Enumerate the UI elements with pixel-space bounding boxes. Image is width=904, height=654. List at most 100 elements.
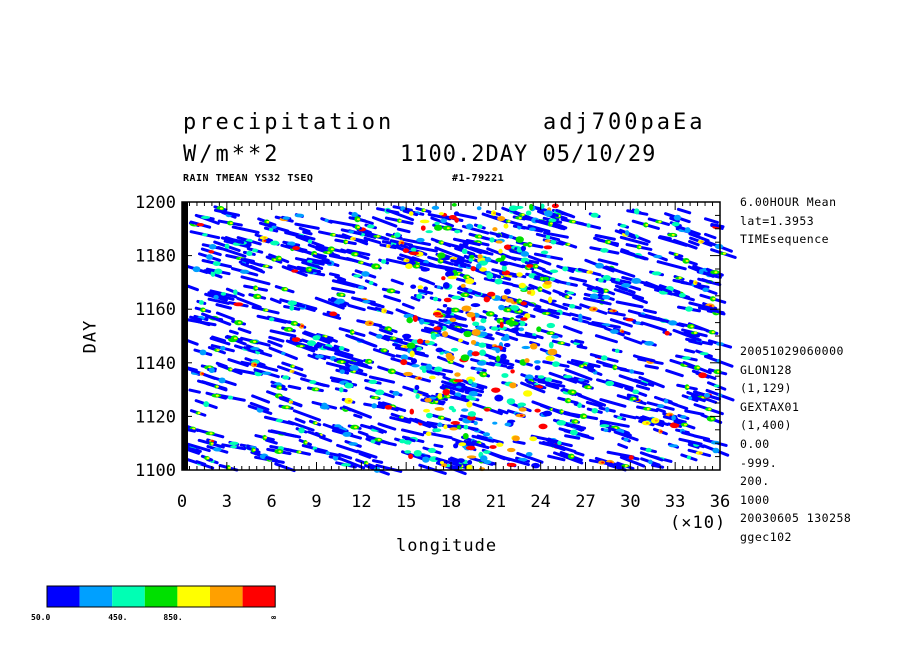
rain-streak <box>620 248 630 254</box>
rain-streak <box>433 443 444 448</box>
rain-streak <box>356 319 383 328</box>
rain-streak <box>473 223 486 230</box>
rain-streak <box>674 291 690 299</box>
rain-cell <box>439 461 445 465</box>
rain-cell <box>434 221 440 226</box>
rain-cell <box>518 282 526 289</box>
rain-streak <box>419 262 449 271</box>
legend-swatch <box>144 586 178 607</box>
rain-streak <box>374 306 394 315</box>
axis-tick-labels: 0 3 6 9 12 15 18 21 24 27 30 33 36110011201140116011… <box>135 193 730 512</box>
rain-streak <box>344 440 362 448</box>
rain-streak <box>576 344 588 350</box>
rain-streak <box>613 430 639 442</box>
rain-cell <box>517 402 527 407</box>
rain-streak <box>435 457 462 468</box>
rain-cell <box>424 340 430 344</box>
rain-streak <box>307 353 319 360</box>
rain-cell <box>445 352 453 359</box>
rain-cell <box>520 251 530 257</box>
rain-cell <box>458 442 467 447</box>
rain-cell <box>540 250 549 255</box>
rain-streak <box>454 246 476 256</box>
rain-streak <box>295 235 325 248</box>
rain-streak <box>187 446 202 453</box>
rain-streak <box>545 438 573 448</box>
rain-streak <box>617 223 630 229</box>
rain-streak <box>672 238 698 250</box>
rain-streak <box>558 280 578 287</box>
rain-streak <box>512 439 526 445</box>
rain-streak <box>363 358 375 364</box>
rain-streak <box>200 247 222 257</box>
rain-cell <box>409 408 415 415</box>
rain-cell <box>529 436 538 442</box>
rain-streak <box>279 396 303 408</box>
x-tick-label: 30 <box>620 492 640 512</box>
rain-streak <box>615 300 644 309</box>
rain-streak <box>515 240 544 249</box>
rain-streak <box>450 259 471 268</box>
rain-streak <box>294 417 306 424</box>
rain-streak <box>347 424 362 430</box>
rain-cell <box>525 210 532 216</box>
rain-streak <box>269 240 280 246</box>
rain-cell <box>524 358 530 363</box>
rain-cell <box>416 346 422 351</box>
rain-streak <box>557 396 579 405</box>
rain-cell <box>478 342 487 348</box>
rain-streak <box>483 353 505 363</box>
rain-streak <box>641 340 657 347</box>
rain-streak <box>624 386 648 397</box>
rain-streak <box>378 258 390 265</box>
rain-streak <box>562 387 582 397</box>
rain-streak <box>551 339 571 347</box>
x-tick-label: 9 <box>311 492 321 512</box>
rain-streak <box>589 353 619 363</box>
rain-streak <box>682 361 712 375</box>
rain-streak <box>425 369 440 376</box>
rain-streak <box>688 301 718 311</box>
rain-streak <box>410 296 421 302</box>
rain-streak <box>418 277 436 286</box>
rain-streak <box>456 257 472 264</box>
rain-cell <box>495 257 505 263</box>
rain-cell <box>509 382 517 389</box>
rain-streak <box>195 428 225 439</box>
rain-cell <box>438 212 444 216</box>
side-info-line: ggec102 <box>740 530 792 544</box>
rain-streak <box>533 252 564 261</box>
rain-streak <box>681 431 695 437</box>
rain-streak <box>470 366 487 372</box>
rain-streak <box>258 221 290 233</box>
rain-streak <box>430 237 452 248</box>
rain-cell <box>458 338 464 343</box>
rain-cell <box>527 290 532 295</box>
rain-streak <box>209 289 238 299</box>
rain-streak <box>389 239 414 247</box>
side-info-line: (1,129) <box>740 381 792 396</box>
rain-cell <box>542 276 550 281</box>
rain-streak <box>613 414 627 421</box>
rain-cell <box>442 318 448 322</box>
x-tick-label: 24 <box>530 492 550 512</box>
rain-streak <box>558 240 578 249</box>
rain-streak <box>552 418 570 427</box>
rain-streak <box>334 238 357 246</box>
rain-streak <box>336 443 359 454</box>
rain-streak <box>370 424 387 434</box>
rain-streak <box>340 228 362 236</box>
rain-streak <box>240 275 271 286</box>
rain-streak <box>621 275 652 286</box>
rain-streak <box>556 264 575 273</box>
rain-streak <box>195 460 207 466</box>
rain-cell <box>551 335 559 339</box>
rain-cell <box>470 303 481 308</box>
rain-cell <box>473 421 478 426</box>
rain-streak <box>286 448 312 456</box>
rain-streak <box>352 224 362 230</box>
rain-streak <box>476 371 491 378</box>
rain-streak <box>268 335 285 343</box>
rain-streak <box>622 454 640 461</box>
rain-cell <box>419 318 425 325</box>
